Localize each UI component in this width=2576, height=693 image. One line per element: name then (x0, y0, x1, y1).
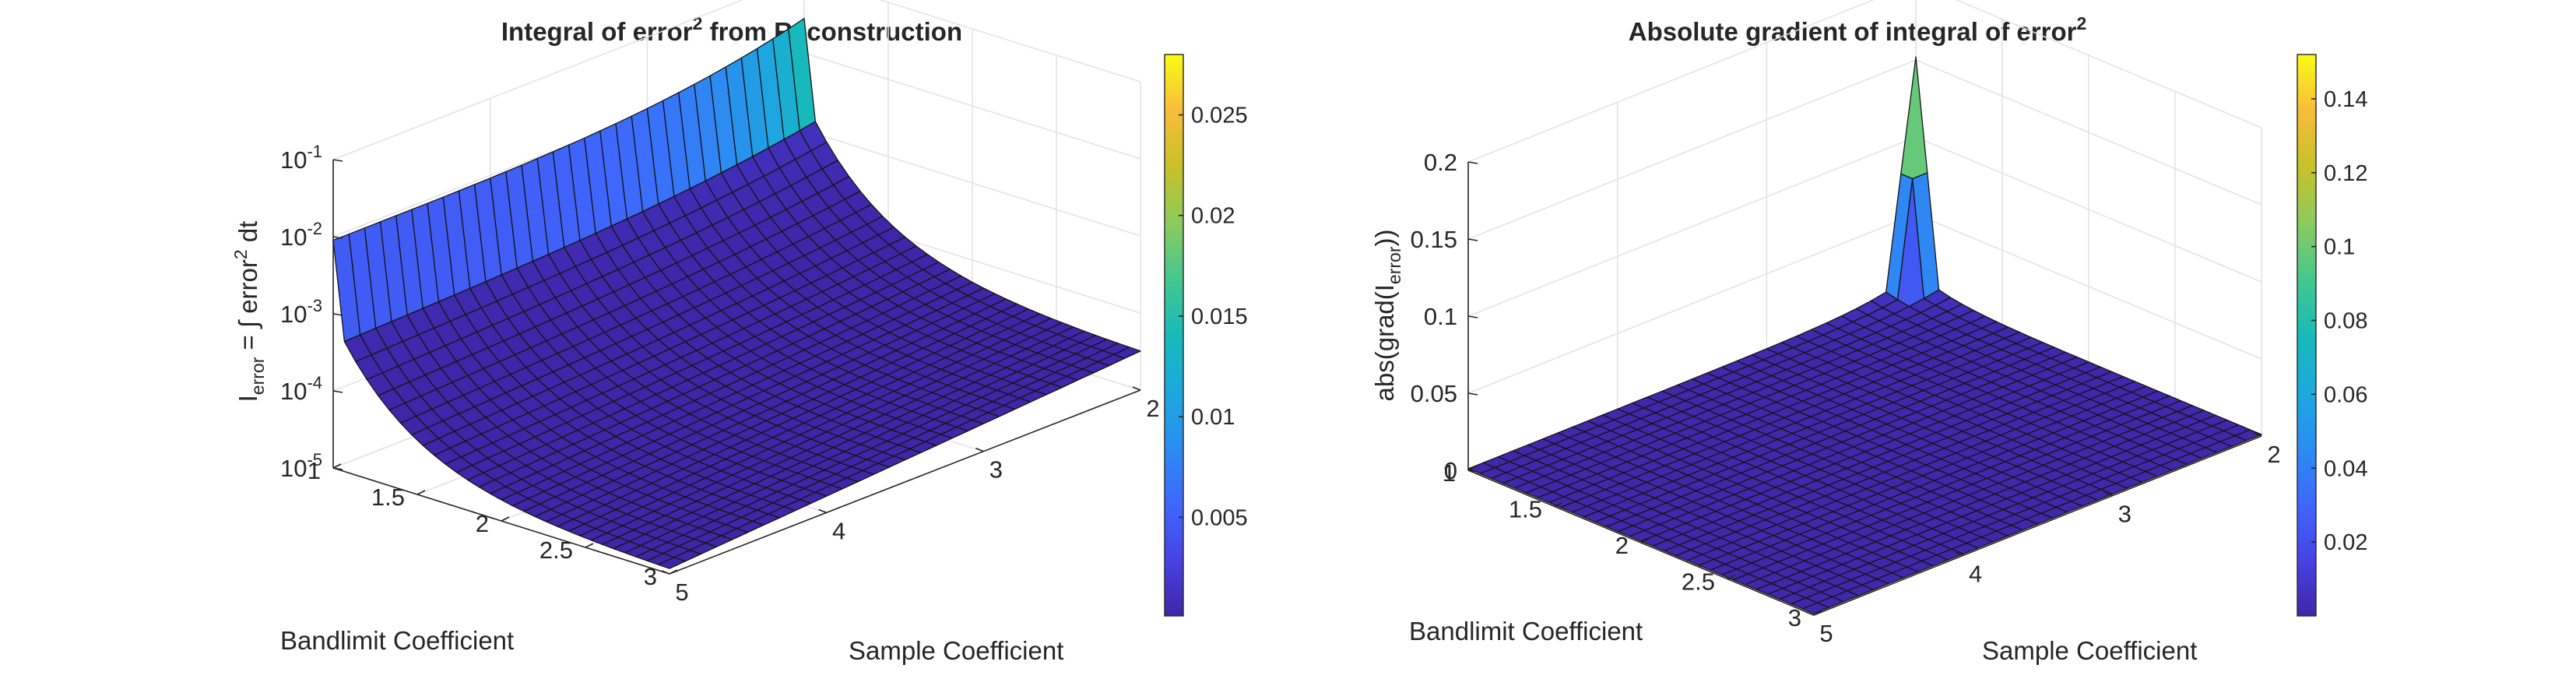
z-tick-label: 0.15 (1411, 226, 1457, 253)
x-tick-mark (2253, 432, 2262, 437)
plot-2-x-axis-label: Sample Coefficient (1982, 636, 2197, 665)
plot-1-z-ticks: 10-5 10-4 10-3 10-2 10-1 (280, 142, 343, 482)
plot-1-title: Integral of error2 from Reconstruction (501, 13, 962, 46)
y-tick-label: 2 (476, 510, 489, 537)
z-tick-mark (332, 390, 343, 393)
plot-2-z-ticks: 0 0.05 0.1 0.15 0.2 (1411, 149, 1478, 484)
y-tick-label: 3 (644, 563, 657, 590)
colorbar-tick-label: 0.02 (2324, 530, 2367, 555)
x-tick-label: 3 (2118, 501, 2131, 528)
colorbar-tick-label: 0.14 (2324, 87, 2367, 112)
y-tick-mark (1813, 610, 1822, 616)
surface-facet (1900, 56, 1928, 180)
plot-2-surface (1467, 56, 2262, 614)
x-tick-label: 2 (2267, 441, 2280, 468)
x-tick-label: 2 (1146, 395, 1159, 422)
plot-2-colorbar (2297, 54, 2317, 617)
colorbar-tick-label: 0.015 (1191, 304, 1248, 329)
x-tick-mark (1955, 551, 1963, 557)
y-tick-label: 3 (1788, 604, 1801, 631)
plot-1-colorbar (1164, 54, 1184, 617)
x-tick-mark (975, 447, 984, 452)
y-tick-mark (501, 516, 510, 522)
x-tick-label: 4 (832, 517, 845, 544)
x-tick-mark (1805, 611, 1815, 616)
y-tick-label: 1 (308, 457, 321, 484)
y-tick-label: 1.5 (1509, 496, 1542, 523)
y-tick-mark (585, 543, 594, 548)
plot-2-x-ticks: 2 3 4 5 (1805, 432, 2281, 647)
plot-2: Absolute gradient of integral of error2 … (1370, 0, 2367, 665)
y-tick-mark (416, 490, 426, 495)
colorbar-tick-label: 0.08 (2324, 309, 2367, 334)
plot-2-z-axis-label: abs(grad(Ierror)) (1370, 230, 1404, 402)
x-tick-label: 5 (1819, 620, 1833, 647)
plot-1-z-axis-label: Ierror = ∫ error2 dt (230, 221, 268, 403)
y-tick-label: 1.5 (371, 484, 405, 511)
z-tick-label: 10-1 (280, 142, 322, 174)
y-tick-mark (1727, 574, 1736, 580)
plot-2-y-axis-label: Bandlimit Coefficient (1409, 617, 1643, 646)
z-tick-mark (332, 313, 343, 316)
z-tick-label: 0.2 (1424, 149, 1457, 176)
colorbar-tick-label: 0.02 (1191, 204, 1235, 229)
colorbar-tick-label: 0.005 (1191, 505, 1248, 530)
colorbar-tick-label: 0.01 (1191, 405, 1235, 430)
z-tick-label: 0.1 (1424, 303, 1457, 330)
z-tick-label: 10-2 (280, 219, 322, 251)
colorbar-tick-label: 0.025 (1191, 104, 1248, 128)
y-tick-mark (332, 463, 342, 469)
plot-2-y-ticks: 1 1.5 2 2.5 3 (1443, 459, 1822, 631)
y-tick-mark (1467, 466, 1477, 471)
z-tick-mark (1467, 238, 1478, 241)
colorbar-tick-label: 0.12 (2324, 161, 2367, 186)
plot-2-title: Absolute gradient of integral of error2 (1629, 13, 2087, 46)
x-axis-line (1813, 435, 2262, 616)
z-tick-mark (332, 467, 343, 470)
x-tick-mark (2104, 491, 2113, 497)
z-tick-label: 0 (1444, 457, 1457, 484)
plot-1-surface (332, 18, 1141, 569)
z-tick-label: 0.05 (1411, 380, 1457, 407)
surface-facet (332, 234, 361, 343)
y-tick-label: 2 (1615, 532, 1629, 559)
colorbar-tick-label: 0.1 (2324, 235, 2355, 260)
plot-1-y-axis-label: Bandlimit Coefficient (280, 626, 514, 655)
y-tick-label: 1 (1443, 459, 1456, 487)
plot-1-y-ticks: 1 1.5 2 2.5 3 (308, 457, 678, 590)
z-tick-mark (1467, 161, 1478, 164)
z-tick-mark (332, 236, 343, 239)
z-tick-mark (1467, 392, 1478, 396)
x-tick-label: 5 (675, 579, 688, 606)
x-tick-mark (661, 570, 670, 575)
grid-line (1467, 59, 2262, 240)
z-tick-mark (1467, 315, 1478, 318)
colorbar-tick-label: 0.04 (2324, 456, 2367, 481)
z-tick-label: 10-4 (280, 373, 322, 405)
x-axis-line (669, 389, 1141, 575)
y-tick-label: 2.5 (1682, 568, 1715, 596)
plot-1: Integral of error2 from Reconstruction 1… (230, 0, 1248, 665)
y-tick-label: 2.5 (539, 536, 573, 564)
grid-line (1467, 136, 2262, 317)
y-tick-mark (1554, 501, 1563, 508)
z-tick-label: 10-5 (280, 450, 322, 482)
x-tick-label: 4 (1969, 560, 1982, 587)
x-tick-mark (818, 508, 827, 514)
plot-2-colorbar-ticks: 0.02 0.04 0.06 0.08 0.1 0.12 0.14 (2311, 87, 2367, 555)
plot-1-x-ticks: 2 3 4 5 (661, 386, 1160, 606)
plot-1-x-axis-label: Sample Coefficient (849, 636, 1063, 665)
plot-1-colorbar-ticks: 0.005 0.01 0.015 0.02 0.025 (1179, 104, 1248, 530)
y-tick-mark (669, 569, 678, 575)
colorbar-tick-label: 0.06 (2324, 382, 2367, 407)
x-tick-label: 3 (989, 456, 1003, 484)
x-tick-mark (1132, 386, 1141, 391)
z-tick-mark (1467, 470, 1478, 473)
z-tick-mark (332, 159, 343, 162)
y-tick-mark (1640, 538, 1650, 543)
z-tick-label: 10-3 (280, 296, 322, 328)
